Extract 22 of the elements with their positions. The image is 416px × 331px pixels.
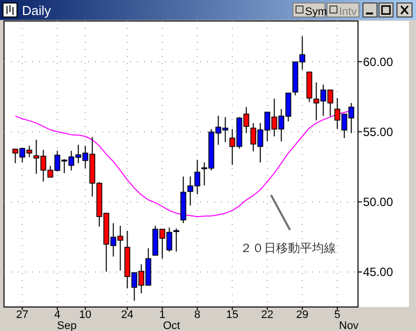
candlestick <box>173 228 180 252</box>
y-tick-label: 45.00 <box>363 265 394 280</box>
y-tick-label: 60.00 <box>363 54 394 69</box>
x-tick-label: 10 <box>79 309 92 321</box>
text: Sep <box>57 320 77 331</box>
x-tick-label: 29 <box>296 309 308 321</box>
chart-title: Daily <box>22 3 52 18</box>
x-tick-label: 4 <box>54 309 60 321</box>
y-tick-label: 50.00 <box>363 195 394 210</box>
x-tick-label: 22 <box>261 309 274 321</box>
annotation: ２０日移動平均線 <box>240 241 336 255</box>
x-tick-label: 27 <box>16 309 28 321</box>
symbol-button: Sym <box>292 2 327 18</box>
x-tick-label: 15 <box>226 309 238 321</box>
x-tick-label: 1 <box>159 309 166 321</box>
x-tick-label: 8 <box>194 309 200 321</box>
text: Nov <box>339 320 360 331</box>
y-tick-label: 55.00 <box>363 124 394 139</box>
x-tick-label: 5 <box>334 309 340 321</box>
text: Oct <box>163 320 180 331</box>
interval-button: Intv <box>326 2 360 18</box>
x-tick-label: 24 <box>121 309 134 321</box>
